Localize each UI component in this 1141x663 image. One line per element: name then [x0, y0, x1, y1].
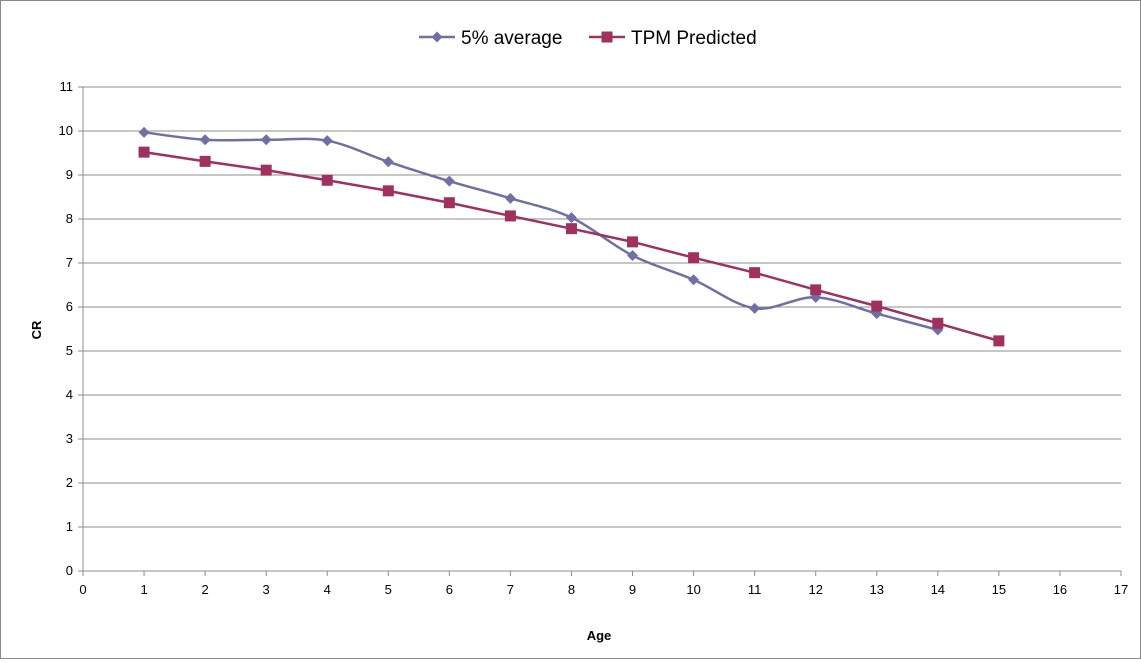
series-line-average — [143, 131, 939, 332]
x-tick-label: 6 — [446, 582, 453, 597]
data-point-average — [199, 134, 211, 146]
x-tick-label: 1 — [140, 582, 147, 597]
data-point-average — [443, 175, 455, 187]
x-tick-label: 10 — [686, 582, 700, 597]
x-tick-label: 2 — [202, 582, 209, 597]
x-tick-label: 3 — [263, 582, 270, 597]
y-axis-title: CR — [29, 320, 44, 339]
data-point-average — [688, 274, 700, 286]
x-tick-label: 8 — [568, 582, 575, 597]
y-tick-label: 11 — [60, 79, 74, 94]
gridlines — [83, 86, 1121, 528]
y-tick-label: 1 — [66, 519, 73, 534]
y-tick-label: 2 — [66, 475, 73, 490]
data-point-average — [382, 156, 394, 168]
y-tick-label: 4 — [66, 387, 73, 402]
data-point-predicted — [810, 284, 822, 296]
x-tick-label: 7 — [507, 582, 514, 597]
y-tick-label: 8 — [66, 211, 73, 226]
x-axis-title: Age — [587, 628, 612, 643]
legend-label-average: 5% average — [461, 28, 562, 49]
y-tick-label: 5 — [66, 343, 73, 358]
data-point-predicted — [504, 210, 516, 222]
x-tick-label: 5 — [385, 582, 392, 597]
y-tick-label: 9 — [66, 167, 73, 182]
x-tick-label: 16 — [1053, 582, 1067, 597]
x-tick-label: 14 — [931, 582, 945, 597]
data-point-predicted — [321, 174, 333, 186]
legend-marker-predicted — [601, 31, 613, 43]
data-point-predicted — [138, 146, 150, 158]
x-tick-label: 15 — [992, 582, 1006, 597]
x-tick-label: 13 — [870, 582, 884, 597]
x-tick-label: 0 — [79, 582, 86, 597]
x-tick-label: 4 — [324, 582, 331, 597]
series-plot — [138, 126, 1005, 347]
data-point-predicted — [871, 300, 883, 312]
y-tick-label: 0 — [66, 563, 73, 578]
x-tick-label: 17 — [1114, 582, 1128, 597]
data-point-predicted — [993, 335, 1005, 347]
data-point-predicted — [932, 317, 944, 329]
legend: 5% average TPM Predicted — [419, 28, 757, 49]
y-tick-label: 10 — [59, 123, 73, 138]
x-tick-label: 11 — [748, 582, 762, 597]
data-point-average — [138, 126, 150, 138]
data-point-predicted — [749, 267, 761, 279]
data-point-average — [565, 212, 577, 224]
x-tick-label: 9 — [629, 582, 636, 597]
legend-label-predicted: TPM Predicted — [631, 28, 757, 49]
data-point-predicted — [627, 236, 639, 248]
data-point-predicted — [382, 185, 394, 197]
data-point-predicted — [199, 155, 211, 167]
y-tick-label: 7 — [66, 255, 73, 270]
data-point-predicted — [688, 252, 700, 264]
data-point-predicted — [565, 223, 577, 235]
data-point-predicted — [260, 164, 272, 176]
data-point-average — [627, 250, 639, 262]
data-point-average — [260, 134, 272, 146]
legend-marker-average — [431, 31, 443, 43]
data-point-average — [321, 135, 333, 147]
x-tick-label: 12 — [808, 582, 822, 597]
data-point-predicted — [443, 197, 455, 209]
data-point-average — [749, 302, 761, 314]
data-point-average — [504, 192, 516, 204]
y-tick-label: 6 — [66, 299, 73, 314]
y-tick-label: 3 — [66, 431, 73, 446]
